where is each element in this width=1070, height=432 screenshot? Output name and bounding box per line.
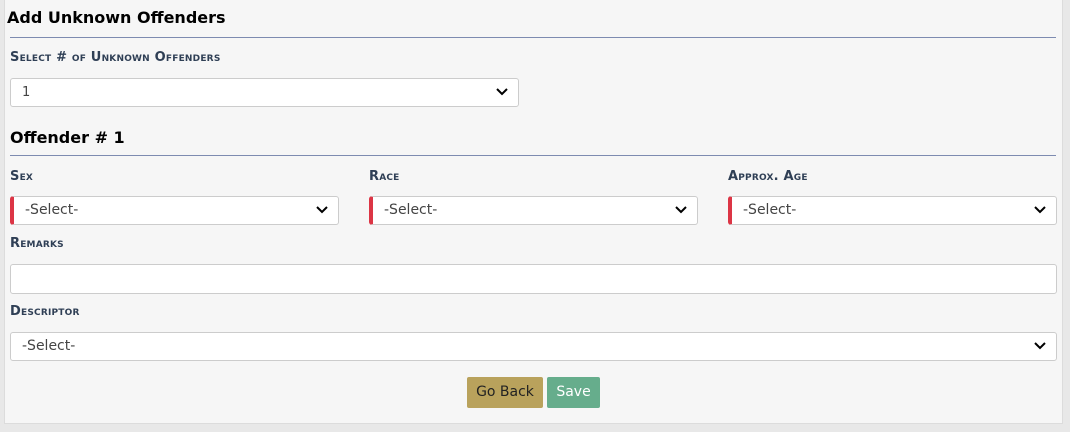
race-select[interactable]: -Select-	[369, 196, 698, 225]
title-divider	[10, 37, 1056, 38]
page-title: Add Unknown Offenders	[7, 8, 226, 27]
chevron-down-icon	[316, 206, 328, 214]
offender-count-value: 1	[22, 85, 31, 100]
remarks-label: Remarks	[10, 236, 64, 251]
count-label: Select # of Unknown Offenders	[10, 50, 221, 65]
descriptor-label: Descriptor	[10, 304, 80, 319]
age-value: -Select-	[743, 202, 797, 218]
chevron-down-icon	[675, 206, 687, 214]
chevron-down-icon	[1034, 206, 1046, 214]
sex-select[interactable]: -Select-	[10, 196, 339, 225]
race-value: -Select-	[384, 202, 438, 218]
offender-count-select[interactable]: 1	[10, 78, 519, 107]
descriptor-select[interactable]: -Select-	[10, 332, 1057, 361]
offender-divider	[10, 155, 1056, 156]
sex-label: Sex	[10, 169, 34, 184]
offender-heading: Offender # 1	[10, 128, 125, 147]
race-label: Race	[369, 169, 400, 184]
chevron-down-icon	[1034, 342, 1046, 350]
go-back-button[interactable]: Go Back	[467, 377, 543, 408]
sex-value: -Select-	[25, 202, 79, 218]
remarks-input[interactable]	[10, 264, 1057, 294]
save-button[interactable]: Save	[547, 377, 600, 408]
age-select[interactable]: -Select-	[728, 196, 1057, 225]
chevron-down-icon	[496, 88, 508, 96]
descriptor-value: -Select-	[22, 338, 76, 354]
age-label: Approx. Age	[728, 169, 808, 184]
